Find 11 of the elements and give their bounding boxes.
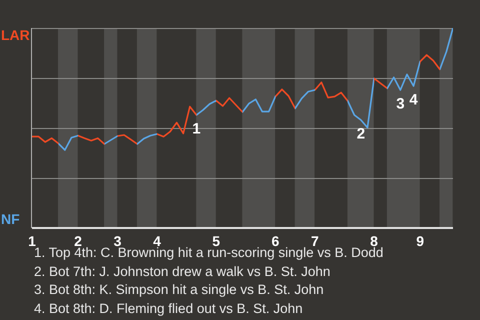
text: 4. Bot 8th: D. Fleming flied out vs B. St. John xyxy=(34,300,304,318)
annotation: 3 xyxy=(396,96,405,113)
text: 3. Bot 8th: K. Simpson hit a single vs B. St. John xyxy=(34,281,325,299)
annotation: 1 xyxy=(192,120,201,138)
x-tick-label: 1 xyxy=(28,232,36,249)
annotation: 2 xyxy=(356,126,366,143)
text: NF xyxy=(1,211,20,228)
x-tick-label: 9 xyxy=(416,232,424,249)
text: LAR xyxy=(1,27,30,44)
annotation: 4 xyxy=(409,92,418,109)
text: 2. Bot 7th: J. Johnston drew a walk vs B. St. John xyxy=(34,262,332,280)
